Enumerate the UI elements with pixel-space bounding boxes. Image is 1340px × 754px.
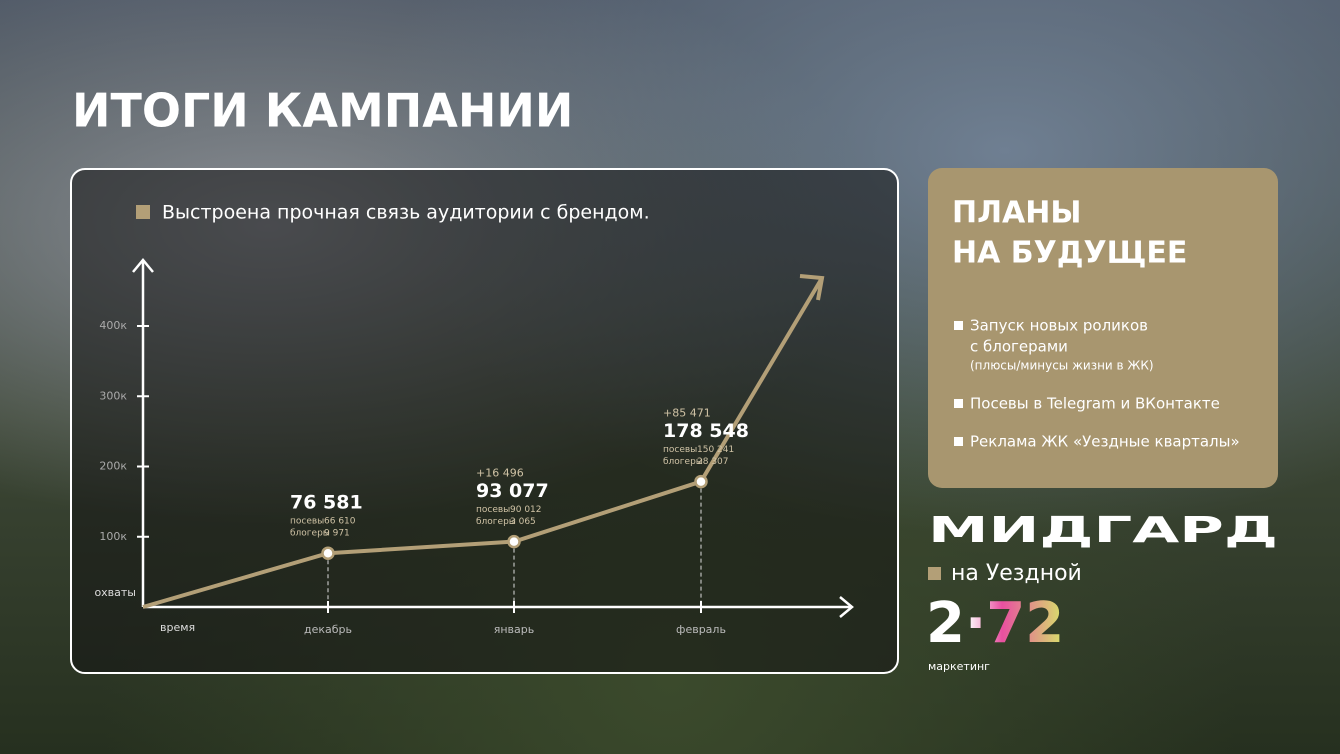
plans-title: НА БУДУЩЕЕ [952,236,1187,271]
note-value: 28 307 [697,457,729,467]
y-tick-label: 200к [99,460,127,473]
chart-subtitle: Выстроена прочная связь аудитории с брен… [162,202,650,224]
value-label: 76 581 [290,492,363,514]
brand-logo: МИДГАРД [928,510,1278,551]
note-label: блогеры [290,529,330,539]
plan-item: с блогерами [970,338,1068,356]
trend-arrow-head [799,274,825,301]
plan-item: Запуск новых роликов [970,317,1148,335]
agency-caption: маркетинг [928,660,990,673]
note-label: посевы [476,505,510,515]
point [694,474,708,489]
plans-panel [928,168,1278,488]
x-tick-label: январь [494,623,535,636]
plans-title: ПЛАНЫ [952,196,1081,231]
chart-panel [70,168,899,674]
note-label: посевы [290,517,324,527]
bullet [136,205,150,219]
delta-label: +85 471 [663,407,711,420]
x-tick-label: февраль [676,623,726,636]
y-axis-label: охваты [94,586,136,599]
bullet [954,399,963,408]
brand-place: на Уездной [951,561,1082,586]
note-value: 66 610 [324,517,356,527]
x-arrow [839,596,854,618]
point [507,534,521,549]
title: ИТОГИ КАМПАНИИ [72,84,573,138]
x-tick-label: декабрь [304,623,352,636]
bullet [928,567,941,580]
note-label: блогеры [663,457,703,467]
delta-label: +16 496 [476,467,524,480]
note-value: 3 065 [510,517,536,527]
point [321,546,335,560]
x-axis-label: время [160,621,195,634]
trend-arrow [699,276,824,483]
line [142,479,702,609]
agency-logo: 2·72 [926,591,1064,656]
note-label: блогеры [476,517,516,527]
y-tick-label: 400к [99,319,127,332]
note-value: 90 012 [510,505,542,515]
note-value: 9 971 [324,529,350,539]
bullet [954,321,963,330]
bullet [954,437,963,446]
plan-item: Реклама ЖК «Уездные кварталы» [970,433,1240,451]
note-value: 150 241 [697,445,734,455]
plan-note: (плюсы/минусы жизни в ЖК) [970,359,1154,373]
value-label: 178 548 [663,420,749,442]
value-label: 93 077 [476,480,549,502]
y-tick-label: 100к [99,530,127,543]
plan-item: Посевы в Telegram и ВКонтакте [970,395,1220,413]
y-arrow [132,258,154,273]
y-tick-label: 300к [99,389,127,402]
note-label: посевы [663,445,697,455]
